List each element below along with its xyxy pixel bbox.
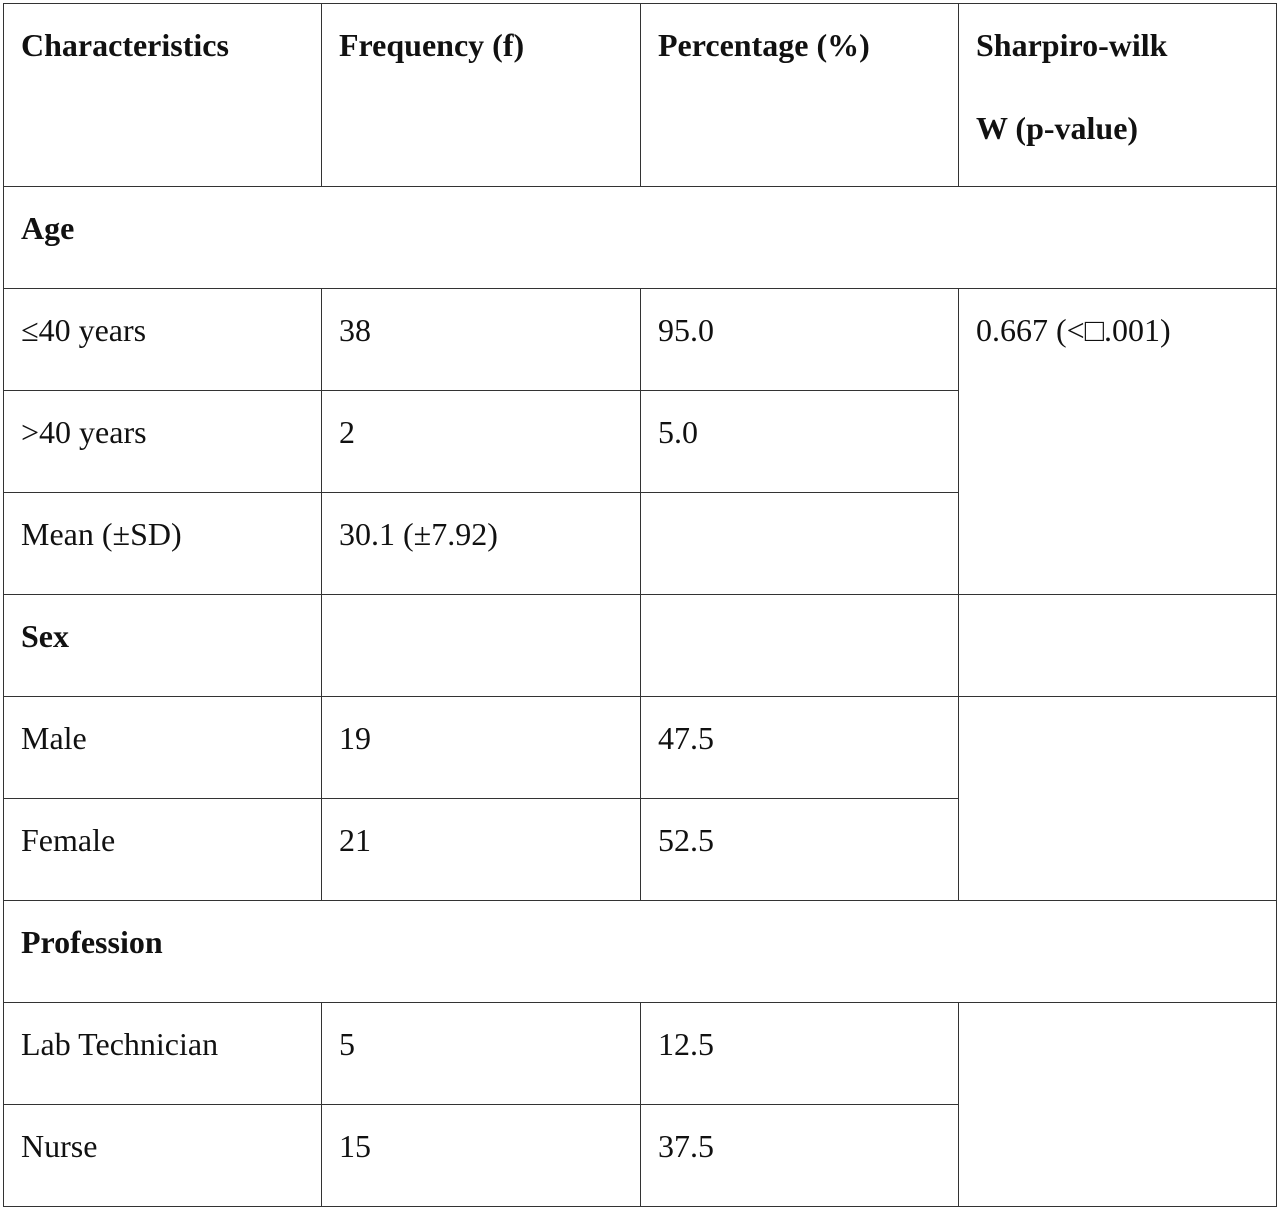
section-label: Age [3, 186, 1277, 289]
cell: 15 [321, 1104, 641, 1207]
row: Male 19 47.5 [3, 696, 1277, 901]
cell: Nurse [3, 1104, 322, 1207]
cell: 2 [321, 390, 641, 493]
row: Lab Technician 5 12.5 [3, 1002, 1277, 1207]
cell: 52.5 [640, 798, 959, 901]
cell: 12.5 [640, 1002, 959, 1105]
row: Mean (±SD) 30.1 (±7.92) [3, 492, 1277, 595]
cell: 47.5 [640, 696, 959, 799]
data-table: Characteristics Frequency (f) Percentage… [3, 3, 1277, 1207]
cell [958, 1002, 1277, 1207]
cell [958, 696, 1277, 901]
header-cell: Characteristics [3, 3, 322, 187]
cell: ≤40 years [3, 288, 322, 391]
cell: 5 [321, 1002, 641, 1105]
section-label: Sex [3, 594, 322, 697]
cell: >40 years [3, 390, 322, 493]
header-text: Characteristics [21, 27, 229, 63]
cell: 38 [321, 288, 641, 391]
cell [640, 594, 959, 697]
section-row: Profession [3, 900, 1277, 1003]
header-text: W (p-value) [976, 110, 1139, 146]
row: Female 21 52.5 [3, 798, 1277, 901]
section-label: Profession [3, 900, 1277, 1003]
cell: Lab Technician [3, 1002, 322, 1105]
row: ≤40 years 38 95.0 0.667 (<□.001) [3, 288, 1277, 595]
cell: Male [3, 696, 322, 799]
cell [958, 594, 1277, 697]
header-cell: Frequency (f) [321, 3, 641, 187]
cell: 95.0 [640, 288, 959, 391]
row: >40 years 2 5.0 [3, 390, 1277, 493]
cell: 0.667 (<□.001) [958, 288, 1277, 595]
cell: 19 [321, 696, 641, 799]
header-text: Sharpiro-wilk [976, 27, 1168, 63]
header-row: Characteristics Frequency (f) Percentage… [3, 3, 1277, 187]
cell [321, 594, 641, 697]
header-text: Percentage (%) [658, 27, 870, 63]
cell: 37.5 [640, 1104, 959, 1207]
section-row: Age [3, 186, 1277, 289]
cell: 5.0 [640, 390, 959, 493]
cell: Mean (±SD) [3, 492, 322, 595]
cell: 21 [321, 798, 641, 901]
header-text: Frequency (f) [339, 27, 525, 63]
section-row: Sex [3, 594, 1277, 697]
cell [640, 492, 959, 595]
row: Nurse 15 37.5 [3, 1104, 1277, 1207]
header-cell: Sharpiro-wilk W (p-value) [958, 3, 1277, 187]
cell: Female [3, 798, 322, 901]
header-cell: Percentage (%) [640, 3, 959, 187]
cell: 30.1 (±7.92) [321, 492, 641, 595]
